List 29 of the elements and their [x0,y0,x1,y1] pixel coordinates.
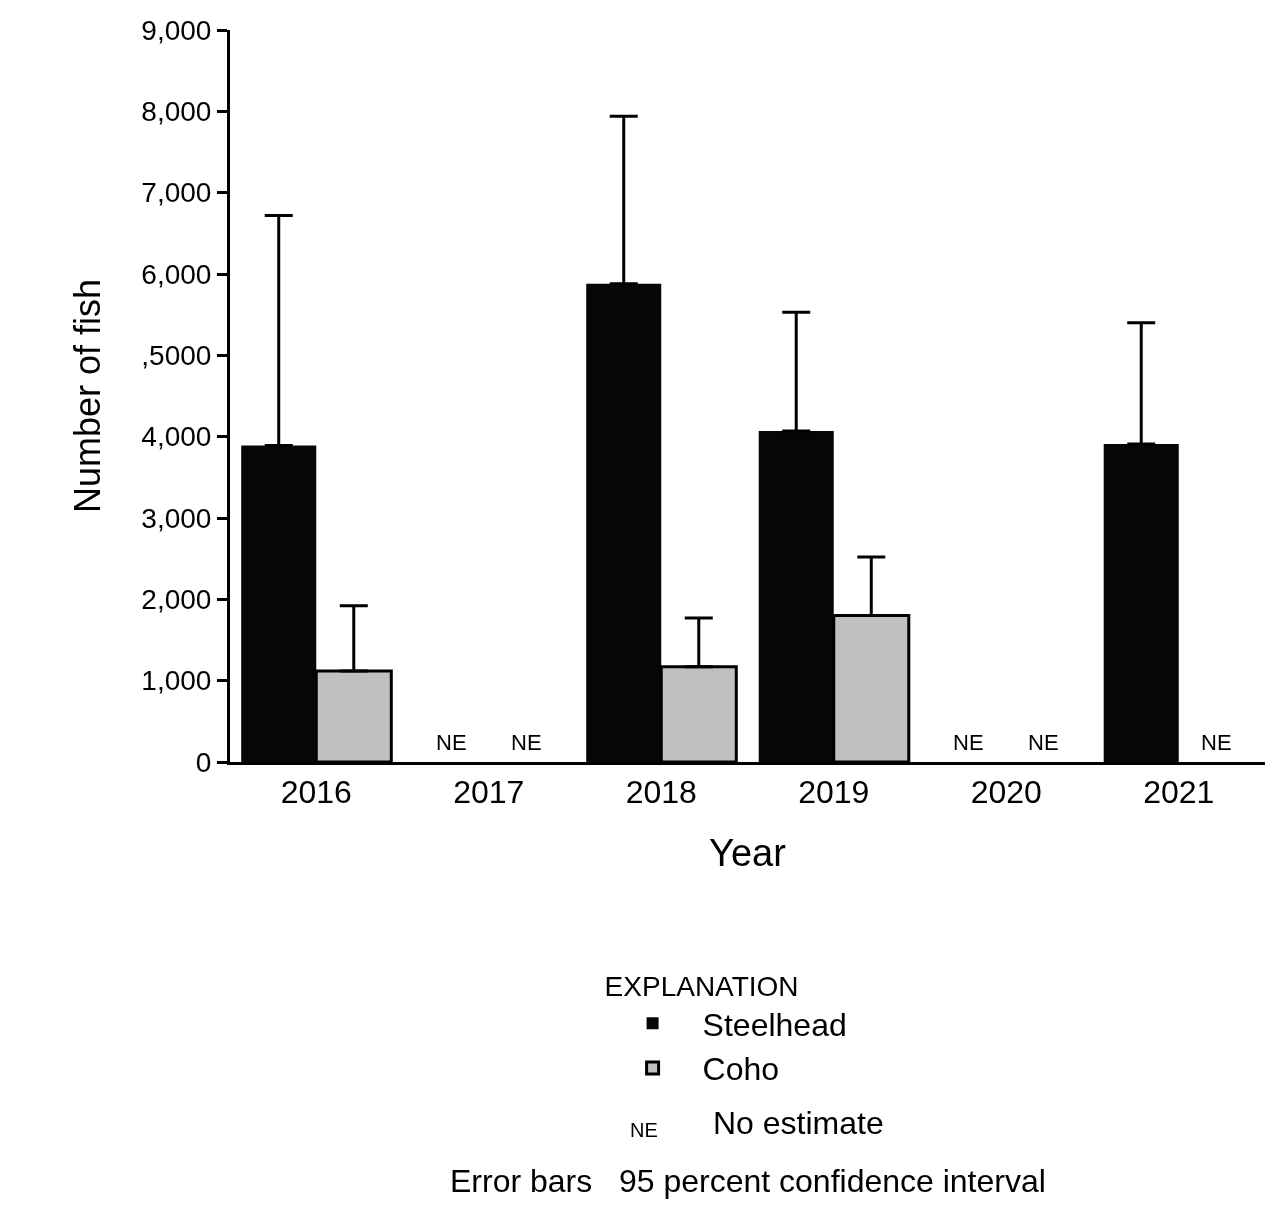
legend-label: Coho [702,1051,780,1088]
x-tick-label: 2016 [280,774,352,811]
y-tick-label: 6,000 [141,258,212,290]
x-tick-label: 2018 [625,774,697,811]
text: NE [953,730,984,755]
x-axis-title: Year [709,831,787,874]
y-tick-label: 1,000 [141,665,212,697]
x-tick-label: 2021 [1143,774,1215,811]
y-tick-label: 7,000 [141,177,212,209]
legend-title: EXPLANATION [604,971,799,1003]
legend-label: Steelhead [702,1006,847,1043]
y-tick-label: ,5000 [141,340,212,372]
x-tick-label: 2020 [970,774,1042,811]
text: No estimate [713,1105,884,1141]
text: NE [1028,730,1059,755]
text: NE [436,730,467,755]
y-tick-label: 4,000 [141,421,212,453]
text: Error bars 95 percent confidence interval [450,1163,1046,1199]
y-tick-label: 3,000 [141,502,212,534]
y-tick-label: 9,000 [141,14,212,46]
text: NE [1201,730,1232,755]
y-tick-label: 2,000 [141,584,212,616]
y-axis-title: Number of fish [67,278,109,514]
x-tick-label: 2019 [798,774,870,811]
x-tick-label: 2017 [453,774,525,811]
text: NE [511,730,542,755]
y-tick-label: 0 [195,746,212,778]
text: NE [630,1119,658,1141]
y-tick-label: 8,000 [141,96,212,128]
